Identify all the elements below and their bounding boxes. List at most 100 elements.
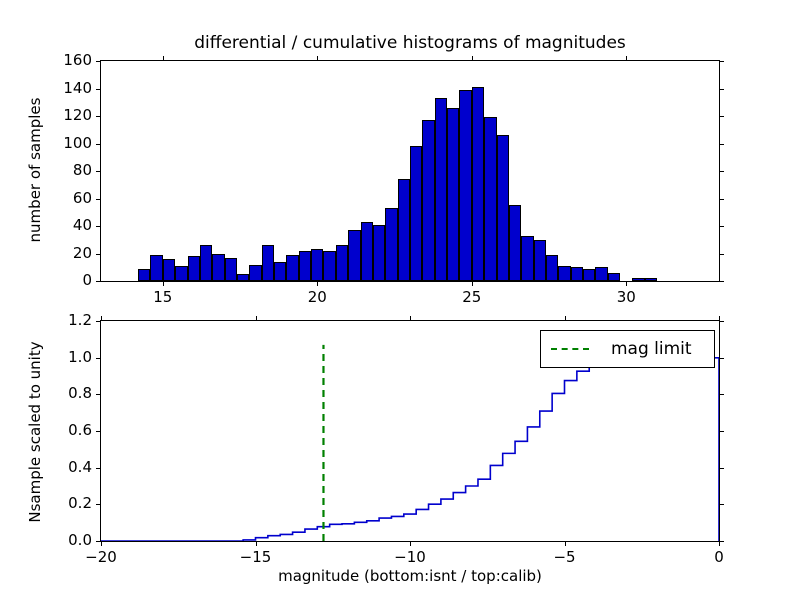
top-panel-xtick-label: 15 [153,288,173,306]
top-panel-ytick-label: 0 [82,271,92,289]
histogram-bar [459,89,472,281]
legend-label-mag-limit: mag limit [611,339,692,359]
top-panel-ytick [96,281,100,282]
chart-title: differential / cumulative histograms of … [194,33,626,53]
top-panel-xtick-top [626,56,628,60]
mag-limit-legend-swatch [551,348,589,350]
top-panel-ytick-label: 100 [63,133,92,152]
top-panel-ytick-right [720,253,724,255]
histogram-bar [644,278,658,281]
top-panel-ytick [96,171,100,172]
bottom-panel-ytick [96,321,100,322]
top-panel-ytick-right [720,143,724,145]
histogram-bar [595,267,608,281]
top-panel-ytick [96,226,100,227]
top-panel-ytick-label: 120 [63,106,92,124]
bottom-panel-ytick-right [720,541,724,542]
histogram-bar [138,268,151,281]
histogram-bar [447,107,460,281]
bottom-panel-xtick-label: 0 [714,548,724,566]
histogram-bar [162,259,176,281]
histogram-bar [348,230,361,281]
top-panel-ytick [96,116,100,117]
histogram-bar [150,254,163,281]
histogram-bar [372,224,386,281]
histogram-bar [224,257,237,281]
histogram-bar [545,254,559,281]
bottom-panel-ytick-right [720,357,724,359]
top-panel-xtick-label: 25 [462,288,482,306]
bottom-panel-ytick-right [720,321,724,322]
histogram-bar [434,98,448,281]
bottom-panel-ytick-label: 0.0 [68,531,92,549]
top-panel-xtick [626,282,628,286]
histogram-bar [261,245,275,281]
histogram-bar [397,179,410,281]
histogram-bar [385,208,398,281]
top-panel-ytick [96,61,100,62]
bottom-panel-ytick-label: 1.2 [68,311,92,329]
histogram-bar [422,120,435,281]
histogram-bar [212,253,225,281]
top-panel-ytick [96,253,100,255]
bottom-panel-ytick-label: 0.6 [68,421,92,439]
bottom-panel-ytick [96,504,100,506]
bottom-panel-xtick [101,542,102,546]
bottom-panel-xtick-top [255,316,257,320]
bottom-panel-ytick-label: 1.0 [68,347,92,366]
histogram-bar [323,250,336,281]
bottom-panel-ytick-right [720,504,724,506]
top-panel-ytick-label: 80 [72,161,92,179]
bottom-panel-ytick [96,541,100,542]
top-panel-xtick [471,282,473,286]
histogram-bar [521,235,534,281]
top-panel-xtick [317,282,319,286]
bottom-panel-ytick-right [720,431,724,432]
top-panel-ytick-label: 20 [72,243,92,262]
bottom-panel-ytick-label: 0.4 [68,457,92,476]
bottom-panel-ytick [96,431,100,432]
cumulative-step-line [101,357,719,541]
bottom-panel-xtick [564,542,566,546]
histogram-bar [249,264,262,281]
bottom-panel-xtick-label: −10 [394,548,426,566]
bottom-panel-xtick-top [101,316,102,320]
top-panel-ytick-label: 140 [63,78,92,97]
top-panel-ytick-right [720,281,724,282]
top-panel-ytick [96,198,100,200]
histogram-bar [335,245,349,281]
legend-box[interactable]: mag limit [540,330,715,368]
top-panel-xtick-top [471,56,473,60]
top-panel-xtick-label: 30 [616,288,636,306]
bottom-panel-ytick-right [720,467,724,469]
histogram-bar [471,87,485,281]
bottom-panel-xtick-label: −15 [239,548,272,566]
bottom-panel-ytick-right [720,394,724,396]
histogram-bar [607,272,621,281]
bottom-panel-xtick-label: −20 [85,548,117,566]
histogram-bar [410,146,423,281]
histogram-bar [175,265,188,281]
histogram-bar [632,278,645,281]
histogram-bar [298,250,312,281]
histogram-bar [274,261,287,281]
bottom-panel-xtick-top [719,316,720,320]
top-panel-ytick-right [720,198,724,200]
histogram-bar [496,135,509,281]
histogram-bar [508,205,522,281]
histogram-bar [236,274,250,281]
top-panel-ytick-right [720,171,724,172]
histogram-bar [570,267,584,281]
histogram-bar [311,249,324,281]
bottom-panel-xtick [719,542,720,546]
top-panel-ytick-right [720,226,724,227]
histogram-bar [484,117,497,281]
bottom-panel-xtick-top [564,316,566,320]
top-panel-ytick-label: 40 [72,216,92,234]
top-panel-ytick-right [720,88,724,90]
histogram-bar [533,239,546,281]
bottom-panel-ytick [96,394,100,396]
bottom-panel-xtick [410,542,411,546]
top-panel-xtick [162,282,164,286]
top-panel-ytick-label: 60 [72,188,92,207]
